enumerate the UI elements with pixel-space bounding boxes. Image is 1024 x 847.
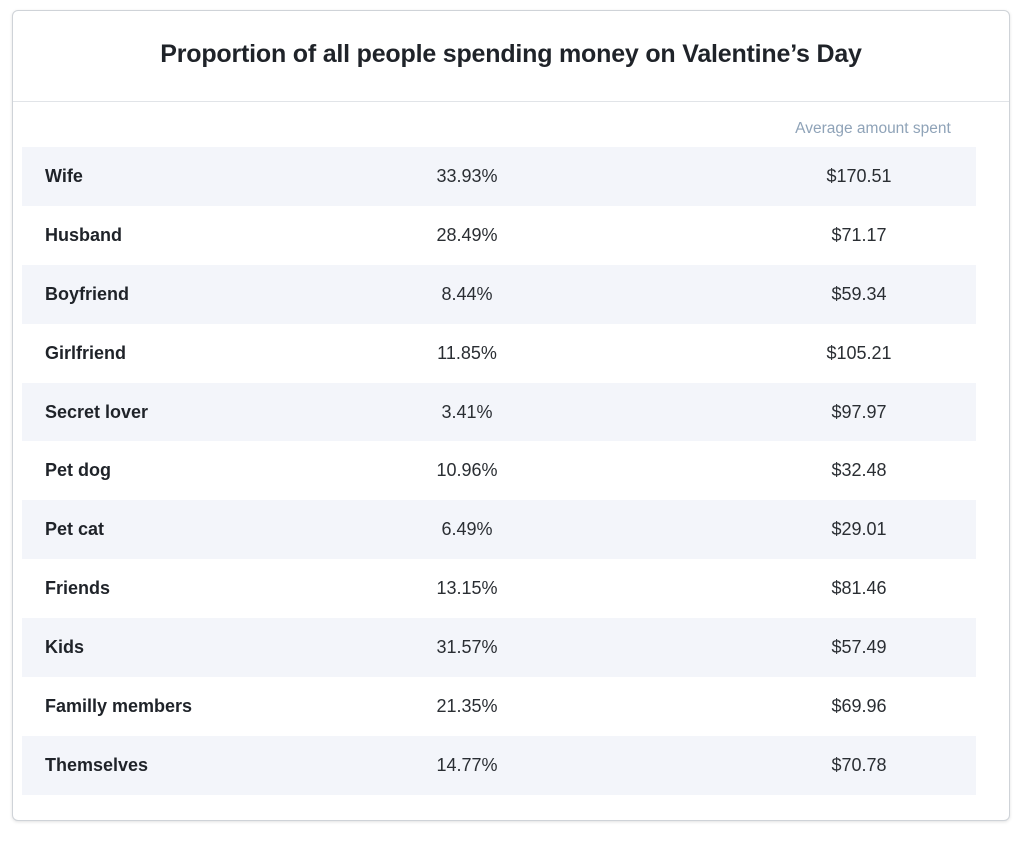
row-proportion: 28.49% bbox=[436, 224, 498, 245]
row-amount: $97.97 bbox=[831, 401, 887, 422]
row-amount: $71.17 bbox=[831, 224, 887, 245]
row-amount: $57.49 bbox=[831, 637, 887, 658]
row-label: Friends bbox=[45, 578, 111, 599]
table-row: Husband 28.49% $71.17 bbox=[22, 206, 976, 265]
row-label: Familly members bbox=[45, 695, 193, 716]
row-proportion: 14.77% bbox=[436, 754, 498, 775]
table-row: Familly members 21.35% $69.96 bbox=[22, 677, 976, 736]
row-proportion: 8.44% bbox=[441, 283, 493, 304]
row-amount: $32.48 bbox=[831, 460, 887, 481]
row-amount: $59.34 bbox=[831, 283, 887, 304]
table-row: Pet cat 6.49% $29.01 bbox=[22, 500, 976, 560]
table-row: Wife 33.93% $170.51 bbox=[22, 147, 976, 206]
row-amount: $69.96 bbox=[831, 695, 887, 716]
table-row: Kids 31.57% $57.49 bbox=[22, 618, 976, 678]
column-header-amount: Average amount spent bbox=[795, 120, 951, 137]
row-label: Pet dog bbox=[45, 460, 111, 481]
row-label: Pet cat bbox=[45, 519, 105, 540]
row-amount: $170.51 bbox=[826, 165, 892, 186]
table-row: Girlfriend 11.85% $105.21 bbox=[22, 324, 976, 383]
table-row: Friends 13.15% $81.46 bbox=[22, 559, 976, 618]
table-title: Proportion of all people spending money … bbox=[160, 39, 862, 68]
row-label: Secret lover bbox=[45, 401, 149, 422]
row-proportion: 11.85% bbox=[437, 342, 497, 363]
row-proportion: 21.35% bbox=[436, 695, 498, 716]
row-label: Themselves bbox=[45, 754, 149, 775]
table-row: Pet dog 10.96% $32.48 bbox=[22, 441, 976, 500]
row-amount: $29.01 bbox=[831, 519, 887, 540]
row-proportion: 31.57% bbox=[436, 637, 498, 658]
row-label: Boyfriend bbox=[45, 283, 130, 304]
row-label: Kids bbox=[45, 637, 85, 658]
table-row: Themselves 14.77% $70.78 bbox=[22, 735, 976, 795]
table-row: Secret lover 3.41% $97.97 bbox=[22, 382, 976, 442]
row-proportion: 6.49% bbox=[441, 519, 493, 540]
row-proportion: 3.41% bbox=[441, 401, 493, 422]
row-proportion: 13.15% bbox=[436, 578, 498, 599]
row-amount: $70.78 bbox=[831, 754, 887, 775]
data-table: Wife 33.93% $170.51 Husband 28.49% $71.17 Boyf… bbox=[22, 147, 976, 795]
row-amount: $105.21 bbox=[826, 342, 892, 363]
column-header-row: Average amount spent bbox=[13, 102, 1009, 158]
row-label: Wife bbox=[45, 165, 83, 186]
row-proportion: 33.93% bbox=[436, 165, 498, 186]
card-header: Proportion of all people spending money … bbox=[13, 11, 1009, 102]
row-amount: $81.46 bbox=[831, 578, 887, 599]
table-row: Boyfriend 8.44% $59.34 bbox=[22, 264, 976, 324]
row-label: Husband bbox=[45, 224, 123, 245]
row-proportion: 10.96% bbox=[436, 460, 498, 481]
row-label: Girlfriend bbox=[45, 342, 127, 363]
